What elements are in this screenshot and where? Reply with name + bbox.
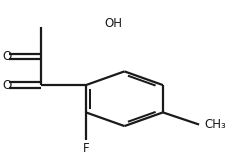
Text: OH: OH: [104, 17, 122, 30]
Text: O: O: [2, 50, 12, 63]
Text: O: O: [2, 79, 12, 92]
Text: F: F: [83, 142, 89, 155]
Text: CH₃: CH₃: [205, 118, 227, 131]
